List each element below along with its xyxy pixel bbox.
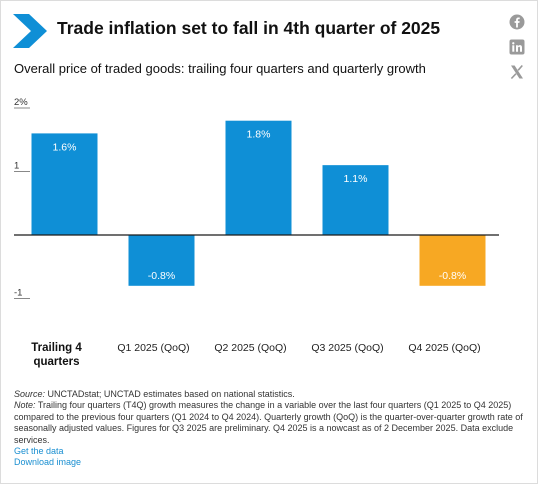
x-icon[interactable] <box>509 64 525 80</box>
facebook-icon[interactable] <box>509 14 525 30</box>
data-label: 1.6% <box>53 141 77 153</box>
category-label: Trailing 4 quarters <box>31 342 82 368</box>
bar-chart: 2% 1 -1 1.6% Trailing 4 quarters -0.8% Q1 2025 … <box>14 97 499 368</box>
y-tick-label: 2% <box>14 97 28 108</box>
chart-notes: Source: UNCTADstat; UNCTAD estimates bas… <box>14 389 526 469</box>
bar[interactable] <box>31 133 98 235</box>
category-label: Q4 2025 (QoQ) <box>408 342 480 354</box>
category-label: Q2 2025 (QoQ) <box>214 342 286 354</box>
category-label: Q3 2025 (QoQ) <box>311 342 383 354</box>
category-label: Q1 2025 (QoQ) <box>117 342 189 354</box>
unctad-logo-icon <box>13 14 47 48</box>
bar[interactable] <box>225 120 292 235</box>
y-tick-label: 1 <box>14 161 19 172</box>
chart-title: Trade inflation set to fall in 4th quart… <box>57 18 441 38</box>
bar[interactable] <box>128 235 195 286</box>
bar[interactable] <box>322 165 389 235</box>
download-image-link[interactable]: Download image <box>14 457 82 468</box>
linkedin-icon[interactable] <box>509 39 525 55</box>
data-label: 1.1% <box>344 173 368 185</box>
chart-subtitle: Overall price of traded goods: trailing … <box>14 61 426 76</box>
methodology-note: Note: Trailing four quarters (T4Q) growt… <box>14 400 523 445</box>
get-data-link[interactable]: Get the data <box>14 446 64 457</box>
source-note: Source: UNCTADstat; UNCTAD estimates bas… <box>14 389 295 399</box>
y-tick-label: -1 <box>14 288 22 299</box>
data-label: -0.8% <box>439 270 466 282</box>
bar[interactable] <box>419 235 486 286</box>
data-label: 1.8% <box>247 129 271 141</box>
data-label: -0.8% <box>148 270 175 282</box>
